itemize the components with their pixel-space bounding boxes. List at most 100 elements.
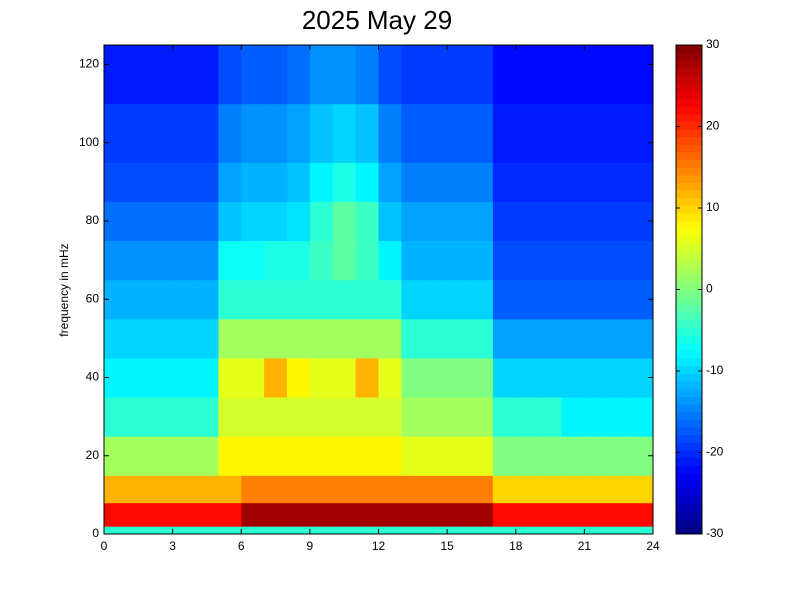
- heat-cell: [561, 436, 585, 476]
- heat-cell: [309, 397, 334, 437]
- heat-cell: [561, 279, 585, 320]
- heat-cell: [470, 502, 494, 527]
- heat-cell: [241, 45, 265, 105]
- heat-cell: [584, 201, 608, 242]
- heat-cell: [355, 397, 379, 437]
- heat-cell: [104, 318, 128, 359]
- heat-cell: [470, 475, 494, 504]
- heat-cell: [287, 45, 311, 105]
- heat-cell: [332, 103, 357, 163]
- heat-cell: [241, 357, 265, 398]
- heat-cell: [492, 318, 517, 359]
- colorbar-swatch: [676, 495, 702, 504]
- heat-cell: [104, 436, 128, 476]
- heat-cell: [447, 397, 471, 437]
- heat-cell: [630, 240, 654, 281]
- heat-cell: [172, 240, 196, 281]
- heat-cell: [424, 45, 448, 105]
- heat-cell: [241, 162, 265, 202]
- heat-cell: [355, 318, 379, 359]
- heat-cell: [126, 357, 151, 398]
- heat-cell: [515, 240, 540, 281]
- heat-cell: [630, 526, 654, 535]
- heat-cell: [492, 103, 517, 163]
- heat-cell: [195, 526, 219, 535]
- colorbar-swatch: [676, 518, 702, 527]
- heat-cell: [424, 475, 448, 504]
- heat-cell: [172, 502, 196, 527]
- heat-cell: [401, 397, 425, 437]
- heat-cell: [172, 201, 196, 242]
- heat-cell: [424, 162, 448, 202]
- heat-cell: [607, 240, 631, 281]
- heat-cell: [378, 397, 402, 437]
- heat-cell: [287, 162, 311, 202]
- heat-cell: [149, 502, 174, 527]
- heat-cell: [515, 475, 540, 504]
- heat-cell: [378, 526, 402, 535]
- heat-cell: [607, 502, 631, 527]
- colorbar-swatch: [676, 472, 702, 482]
- heat-cell: [378, 45, 402, 105]
- colorbar-swatch: [676, 342, 702, 352]
- heat-cell: [355, 201, 379, 242]
- heat-cell: [218, 279, 242, 320]
- heat-cell: [309, 201, 334, 242]
- heat-cell: [607, 397, 631, 437]
- heat-cell: [630, 502, 654, 527]
- heat-cell: [332, 397, 357, 437]
- heat-cell: [126, 240, 151, 281]
- heat-cell: [218, 240, 242, 281]
- heat-cell: [470, 397, 494, 437]
- heat-cell: [355, 502, 379, 527]
- heat-cell: [218, 502, 242, 527]
- heat-cell: [538, 201, 562, 242]
- x-tick-label: 24: [646, 539, 660, 553]
- heat-cell: [447, 45, 471, 105]
- heat-cell: [630, 436, 654, 476]
- heat-cell: [195, 279, 219, 320]
- heat-cell: [218, 526, 242, 535]
- heat-cell: [332, 240, 357, 281]
- colorbar-swatch: [676, 457, 702, 466]
- heat-cell: [401, 103, 425, 163]
- colorbar-swatch: [676, 442, 702, 451]
- heat-cell: [401, 318, 425, 359]
- heat-cell: [584, 103, 608, 163]
- heat-cell: [264, 201, 288, 242]
- heat-cell: [584, 502, 608, 527]
- heat-cell: [332, 279, 357, 320]
- heat-cell: [584, 45, 608, 105]
- heat-cell: [218, 357, 242, 398]
- heat-cell: [447, 475, 471, 504]
- heat-cell: [104, 162, 128, 202]
- heat-cell: [287, 357, 311, 398]
- heat-cell: [355, 357, 379, 398]
- y-tick-label: 100: [79, 135, 99, 149]
- heat-cell: [515, 45, 540, 105]
- colorbar-tick-label: -10: [706, 363, 724, 377]
- heat-cell: [492, 526, 517, 535]
- heat-cell: [332, 318, 357, 359]
- heat-cell: [607, 162, 631, 202]
- colorbar-swatch: [676, 236, 702, 245]
- heat-cell: [287, 240, 311, 281]
- colorbar-swatch: [676, 274, 702, 283]
- x-tick-label: 9: [307, 539, 314, 553]
- heat-cell: [104, 502, 128, 527]
- heat-cell: [355, 103, 379, 163]
- heat-cell: [515, 103, 540, 163]
- heat-cell: [515, 436, 540, 476]
- colorbar-swatch: [676, 60, 702, 69]
- y-axis-label: frequency in mHz: [57, 243, 71, 336]
- heat-cell: [492, 475, 517, 504]
- heat-cell: [607, 103, 631, 163]
- heat-cell: [630, 397, 654, 437]
- heat-cell: [264, 475, 288, 504]
- colorbar-swatch: [676, 121, 702, 130]
- heat-cell: [515, 201, 540, 242]
- colorbar-swatch: [676, 174, 702, 184]
- heat-cell: [218, 201, 242, 242]
- heat-cell: [584, 475, 608, 504]
- heat-cell: [309, 526, 334, 535]
